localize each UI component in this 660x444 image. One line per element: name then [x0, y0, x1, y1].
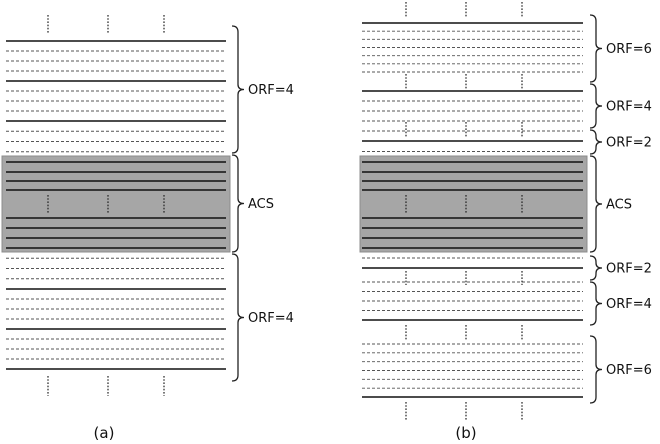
bracket — [231, 25, 245, 154]
bracket — [589, 255, 603, 281]
bracket-label: ACS — [248, 197, 274, 212]
bracket-label: ORF=2 — [606, 136, 652, 151]
bracket — [231, 253, 245, 382]
bracket-label: ORF=6 — [606, 363, 652, 378]
bracket-label: ORF=6 — [606, 42, 652, 57]
panel-b: ORF=6 ORF=4 ORF=2 ACS ORF=2 ORF=4 ORF=6 (b) — [359, 2, 652, 442]
panel-b-caption: (b) — [455, 424, 476, 442]
sampling-lines-b — [362, 22, 583, 398]
bracket — [231, 154, 245, 253]
bracket-label: ORF=4 — [606, 100, 652, 115]
ellipsis-markers-b — [405, 2, 523, 420]
bracket-label: ORF=2 — [606, 262, 652, 277]
bracket-label: ACS — [606, 198, 632, 213]
bracket-label: ORF=4 — [248, 311, 294, 326]
bracket-label: ORF=4 — [248, 83, 294, 98]
bracket — [589, 281, 603, 326]
bracket — [589, 14, 603, 83]
panel-a: ORF=4 ACS ORF=4 (a) — [1, 15, 294, 442]
bracket — [589, 129, 603, 155]
sampling-lines-a — [6, 40, 226, 370]
panel-a-caption: (a) — [94, 424, 115, 442]
bracket — [589, 155, 603, 253]
brackets-a: ORF=4 ACS ORF=4 — [231, 25, 294, 382]
brackets-b: ORF=6 ORF=4 ORF=2 ACS ORF=2 ORF=4 ORF=6 — [589, 14, 652, 404]
bracket — [589, 83, 603, 129]
bracket-label: ORF=4 — [606, 297, 652, 312]
bracket — [589, 335, 603, 404]
ellipsis-markers-a — [47, 15, 165, 396]
